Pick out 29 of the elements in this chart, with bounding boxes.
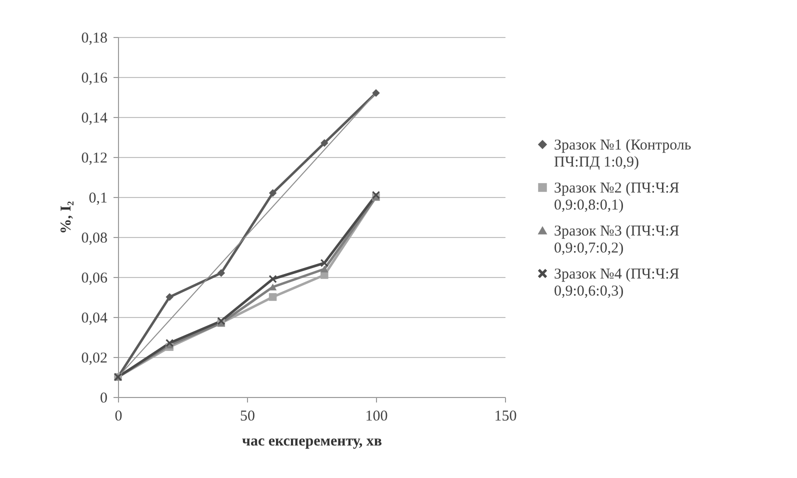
point <box>166 293 174 301</box>
y-tick-label: 0,1 <box>88 190 108 206</box>
y-tick-label: 0,02 <box>81 350 108 366</box>
point <box>320 259 328 267</box>
y-tick-label: 0,04 <box>81 310 108 326</box>
y-tick-label: 0 <box>100 390 108 406</box>
y-tick-label: 0,12 <box>81 150 108 166</box>
point <box>166 339 174 347</box>
point <box>320 266 328 272</box>
legend-label: Зразок №4 (ПЧ:Ч:Я 0,9:0,6:0,3) <box>554 266 680 300</box>
y-axis-title: %, I₂ <box>58 200 74 234</box>
legend-label: Зразок №1 (Контроль ПЧ:ПД 1:0,9) <box>554 138 692 170</box>
x-tick-label: 150 <box>494 408 517 424</box>
x-tick-label: 100 <box>365 408 388 424</box>
y-tick-label: 0,06 <box>81 270 108 286</box>
legend-label: Зразок №2 (ПЧ:Ч:Я 0,9:0,8:0,1) <box>554 180 680 214</box>
point <box>268 189 277 197</box>
point <box>320 139 328 147</box>
x-axis-title: час експеременту, хв <box>242 434 382 450</box>
y-tick-label: 0,16 <box>81 70 108 86</box>
y-tick-label: 0,08 <box>81 230 108 246</box>
point <box>217 269 226 277</box>
point <box>372 89 380 97</box>
y-tick-label: 0,18 <box>81 30 108 46</box>
x-tick-label: 50 <box>240 408 255 424</box>
x-tick-label: 0 <box>114 408 122 424</box>
point <box>268 293 277 301</box>
legend-label: Зразок №3 (ПЧ:Ч:Я 0,9:0,7:0,2) <box>554 224 680 256</box>
y-tick-label: 0,14 <box>81 110 108 126</box>
